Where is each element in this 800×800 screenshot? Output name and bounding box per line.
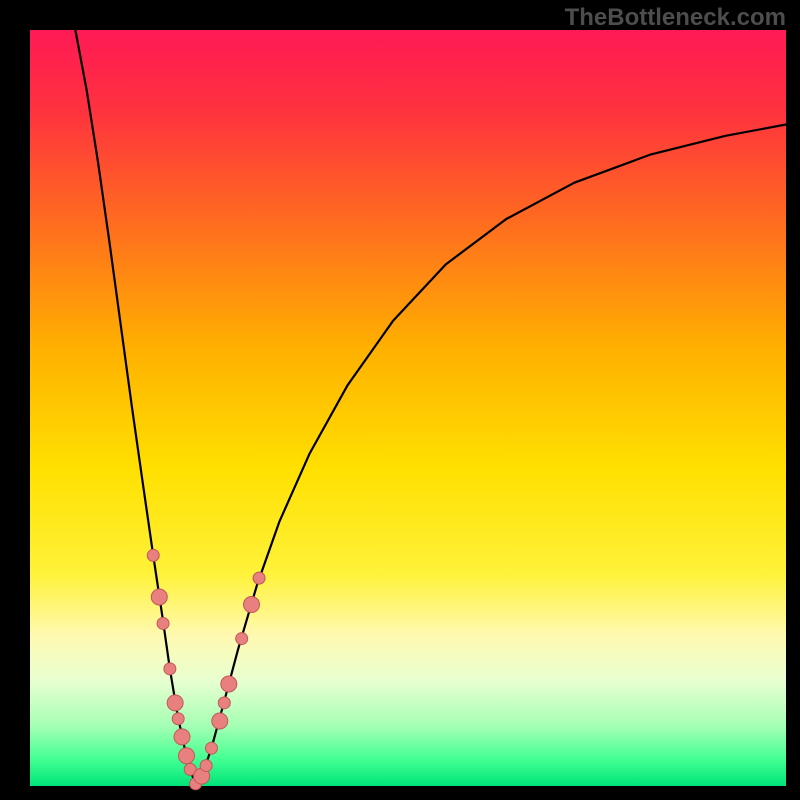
data-marker [200, 760, 212, 772]
data-marker [172, 713, 184, 725]
data-marker [218, 697, 230, 709]
data-marker [212, 713, 228, 729]
plot-background [30, 30, 786, 786]
data-marker [167, 695, 183, 711]
data-marker [151, 589, 167, 605]
data-marker [221, 676, 237, 692]
chart-stage: TheBottleneck.com [0, 0, 800, 800]
data-marker [205, 742, 217, 754]
data-marker [236, 633, 248, 645]
data-marker [174, 729, 190, 745]
data-marker [253, 572, 265, 584]
data-marker [178, 748, 194, 764]
data-marker [147, 549, 159, 561]
data-marker [157, 617, 169, 629]
data-marker [244, 597, 260, 613]
bottleneck-chart [0, 0, 800, 800]
data-marker [164, 663, 176, 675]
watermark-text: TheBottleneck.com [565, 4, 786, 32]
